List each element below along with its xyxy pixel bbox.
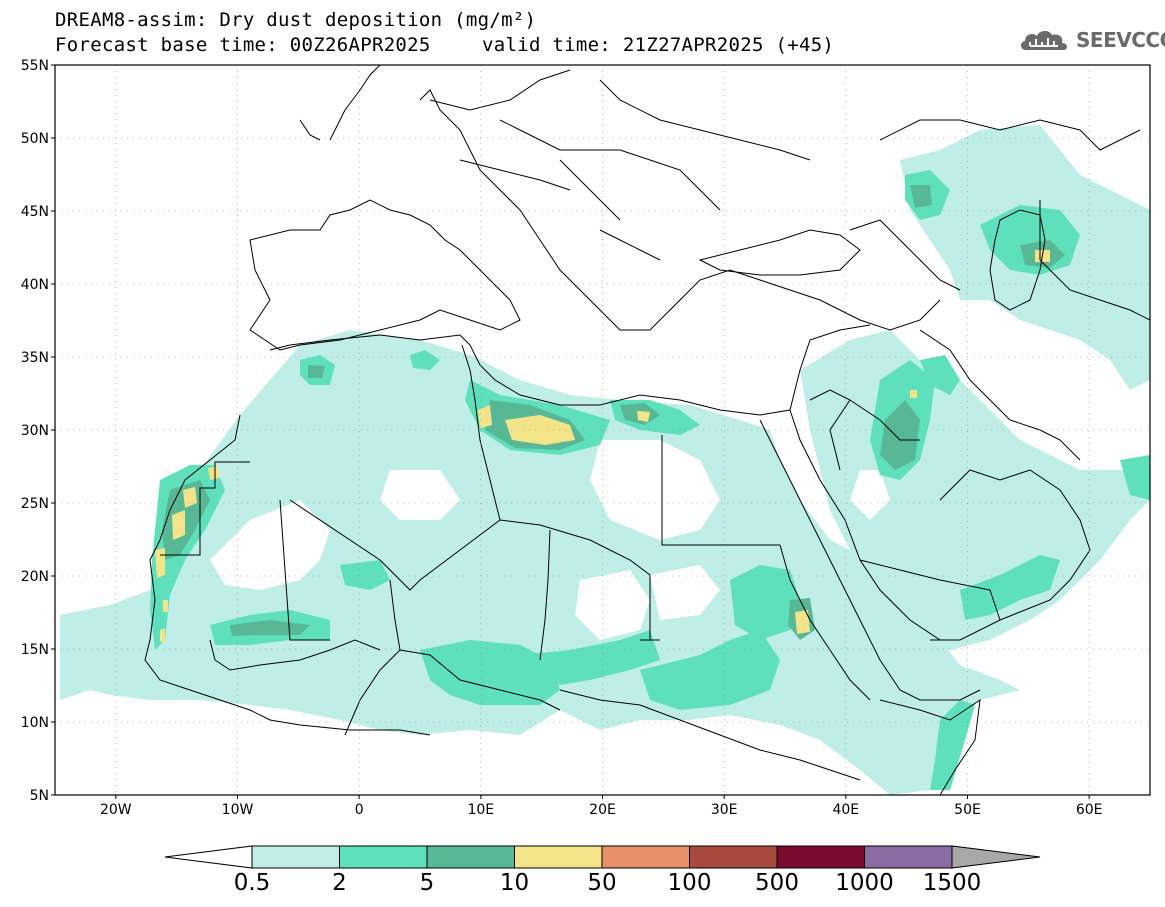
- legend-swatch: [601, 845, 690, 869]
- legend-swatch: [864, 845, 953, 869]
- lon-label: 20E: [589, 802, 616, 818]
- valid-time: valid time: 21Z27APR2025 (+45): [482, 34, 835, 56]
- lon-label: 30E: [711, 802, 738, 818]
- lon-label: 60E: [1076, 802, 1103, 818]
- legend-swatch-over: [951, 845, 1041, 869]
- legend-level-label: 50: [587, 870, 616, 896]
- lat-label: 50N: [21, 131, 49, 147]
- axis-ticks: [51, 64, 1090, 799]
- legend-level-label: 5: [420, 870, 435, 896]
- legend-swatch: [339, 845, 428, 869]
- lon-label: 20W: [100, 802, 132, 818]
- cloud-logo-icon: [1020, 30, 1068, 50]
- lat-label: 15N: [21, 642, 49, 658]
- lon-label: 40E: [832, 802, 859, 818]
- legend-swatch: [514, 845, 603, 869]
- latitude-labels: 55N 50N 45N 40N 35N 30N 25N 20N 15N 10N 5N: [21, 58, 49, 804]
- lat-label: 40N: [21, 277, 49, 293]
- map-title: DREAM8-assim: Dry dust deposition (mg/m²…: [55, 9, 537, 31]
- lat-label: 20N: [21, 569, 49, 585]
- coastlines-and-borders: [144, 65, 1150, 795]
- longitude-labels: 20W 10W 0 10E 20E 30E 40E 50E 60E: [100, 802, 1103, 818]
- legend-swatch: [776, 845, 865, 869]
- legend-swatch: [689, 845, 778, 869]
- lon-label: 10W: [222, 802, 254, 818]
- legend-swatch: [251, 845, 340, 869]
- legend-level-label: 1500: [923, 870, 982, 896]
- legend-swatch-under: [164, 845, 253, 869]
- legend-level-label: 500: [755, 870, 799, 896]
- legend-level-label: 0.5: [234, 870, 271, 896]
- legend-level-label: 1000: [835, 870, 894, 896]
- lat-lon-grid: [55, 65, 1150, 795]
- lat-label: 10N: [21, 715, 49, 731]
- lat-label: 45N: [21, 204, 49, 220]
- seevccc-logo: SEEVCCC: [1018, 26, 1165, 54]
- color-legend: 0.5 2 5 10 50 100 500 1000 1500: [164, 845, 1041, 896]
- logo-text: SEEVCCC: [1076, 28, 1165, 52]
- legend-level-label: 10: [500, 870, 529, 896]
- lat-label: 55N: [21, 58, 49, 74]
- lat-label: 35N: [21, 350, 49, 366]
- lon-label: 10E: [467, 802, 494, 818]
- lat-label: 5N: [30, 788, 49, 804]
- lon-label: 0: [355, 802, 364, 818]
- forecast-base-time: Forecast base time: 00Z26APR2025: [55, 34, 431, 56]
- lon-label: 50E: [954, 802, 981, 818]
- dust-deposition-field: [60, 125, 1150, 795]
- legend-swatch: [426, 845, 515, 869]
- lat-label: 30N: [21, 423, 49, 439]
- lat-label: 25N: [21, 496, 49, 512]
- legend-level-label: 100: [668, 870, 712, 896]
- legend-level-label: 2: [332, 870, 347, 896]
